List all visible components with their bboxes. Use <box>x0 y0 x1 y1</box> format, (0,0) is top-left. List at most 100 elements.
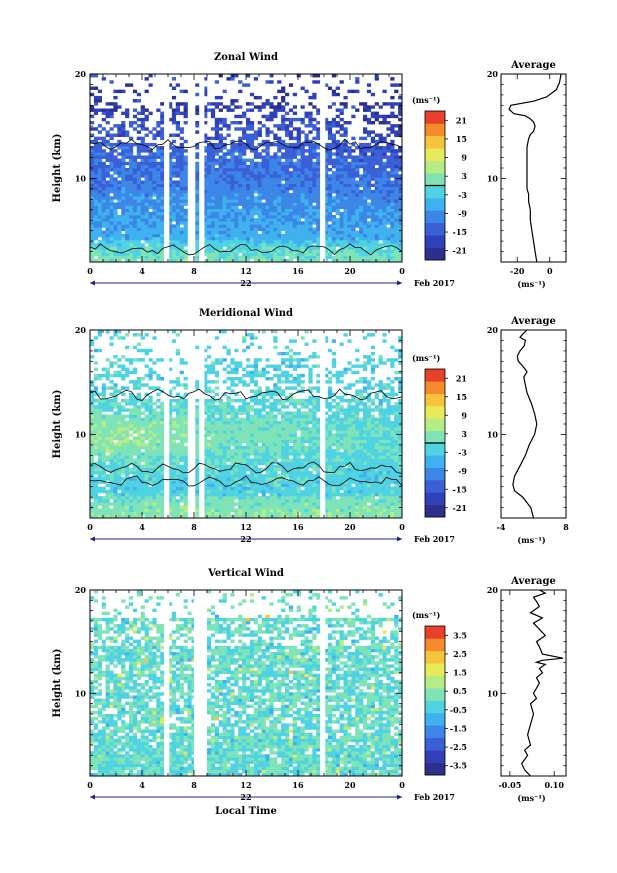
heatmap-cell <box>117 89 122 94</box>
heatmap-cell <box>109 233 114 238</box>
heatmap-cell <box>203 467 208 472</box>
heatmap-cell <box>168 430 173 434</box>
heatmap-cell <box>249 189 255 194</box>
heatmap-cell <box>210 158 216 163</box>
heatmap-cell <box>101 205 106 210</box>
heatmap-cell <box>90 417 95 422</box>
heatmap-cell <box>222 411 227 415</box>
heatmap-cell <box>207 474 212 478</box>
heatmap-cell <box>277 105 282 109</box>
heatmap-cell <box>179 252 184 257</box>
heatmap-cell <box>160 496 165 500</box>
heatmap-cell <box>285 171 290 175</box>
heatmap-cell <box>327 105 333 109</box>
heatmap-cell <box>398 180 403 184</box>
heatmap-cell <box>359 233 364 238</box>
heatmap-cell <box>242 236 247 241</box>
heatmap-cell <box>253 130 258 134</box>
heatmap-cell <box>374 174 379 178</box>
heatmap-cell <box>226 427 231 431</box>
heatmap-cell <box>175 205 180 210</box>
heatmap-cell <box>109 442 114 447</box>
heatmap-cell <box>90 427 95 431</box>
heatmap-cell <box>117 230 122 235</box>
heatmap-cell <box>175 196 180 200</box>
heatmap-cell <box>105 373 110 378</box>
contour-line <box>89 138 403 151</box>
heatmap-cell <box>101 474 106 478</box>
heatmap-cell <box>359 183 364 188</box>
heatmap-cell <box>355 249 360 253</box>
heatmap-cell <box>249 218 255 222</box>
heatmap-cell <box>296 180 301 184</box>
heatmap-cell <box>152 230 157 235</box>
heatmap-cell <box>129 398 134 403</box>
heatmap-cell <box>171 499 177 503</box>
heatmap-cell <box>101 505 106 509</box>
heatmap-cell <box>351 168 356 172</box>
heatmap-cell <box>90 392 95 397</box>
heatmap-cell <box>148 508 153 513</box>
heatmap-cell <box>261 202 266 206</box>
heatmap-cell <box>90 258 95 263</box>
heatmap-cell <box>277 174 282 178</box>
heatmap-cell <box>246 164 251 169</box>
heatmap-cell <box>144 496 149 500</box>
heatmap-cell <box>238 398 243 403</box>
contour-line <box>89 243 403 256</box>
heatmap-cell <box>296 139 301 144</box>
heatmap-cell <box>246 215 251 219</box>
heatmap-cell <box>207 486 212 491</box>
heatmap-cell <box>160 205 165 210</box>
heatmap-cell <box>148 514 153 519</box>
heatmap-cell <box>93 146 99 150</box>
heatmap-cell <box>281 99 286 103</box>
heatmap-cell <box>148 258 153 263</box>
heatmap-cell <box>382 211 387 216</box>
heatmap-cell <box>374 149 379 153</box>
heatmap-cell <box>171 452 177 456</box>
heatmap-cell <box>121 218 126 222</box>
heatmap-cell <box>171 508 177 513</box>
heatmap-cell <box>261 174 266 178</box>
heatmap-cell <box>234 189 239 194</box>
heatmap-cell <box>97 411 102 415</box>
heatmap-cell <box>210 489 216 494</box>
heatmap-cell <box>324 164 329 169</box>
heatmap-cell <box>226 240 231 244</box>
heatmap-cell <box>210 202 216 206</box>
heatmap-cell <box>238 227 243 231</box>
heatmap-cell <box>331 121 336 125</box>
heatmap-cell <box>203 496 208 500</box>
heatmap-cell <box>390 249 395 253</box>
heatmap-cell <box>148 489 153 494</box>
heatmap-cell <box>261 180 266 184</box>
heatmap-cell <box>370 233 375 238</box>
heatmap-cell <box>226 364 231 368</box>
heatmap-cell <box>203 452 208 456</box>
heatmap-cell <box>183 164 188 169</box>
heatmap-cell <box>117 449 122 453</box>
heatmap-cell <box>175 464 180 469</box>
heatmap-cell <box>261 155 266 159</box>
heatmap-cell <box>351 189 356 194</box>
heatmap-cell <box>121 430 126 434</box>
heatmap-cell <box>179 136 184 141</box>
heatmap-cell <box>378 252 383 257</box>
heatmap-cell <box>249 142 255 147</box>
heatmap-cell <box>156 474 161 478</box>
heatmap-cell <box>175 105 180 109</box>
heatmap-cell <box>359 161 364 166</box>
heatmap-cell <box>136 386 141 390</box>
heatmap-cell <box>214 121 219 125</box>
heatmap-cell <box>234 215 239 219</box>
heatmap-cell <box>370 164 375 169</box>
heatmap-cell <box>109 427 114 431</box>
heatmap-cell <box>207 471 212 475</box>
heatmap-cell <box>117 464 122 469</box>
heatmap-cell <box>378 221 383 225</box>
heatmap-cell <box>331 180 336 184</box>
heatmap-cell <box>335 193 340 197</box>
heatmap-cell <box>117 358 122 362</box>
heatmap-cell <box>316 208 321 213</box>
